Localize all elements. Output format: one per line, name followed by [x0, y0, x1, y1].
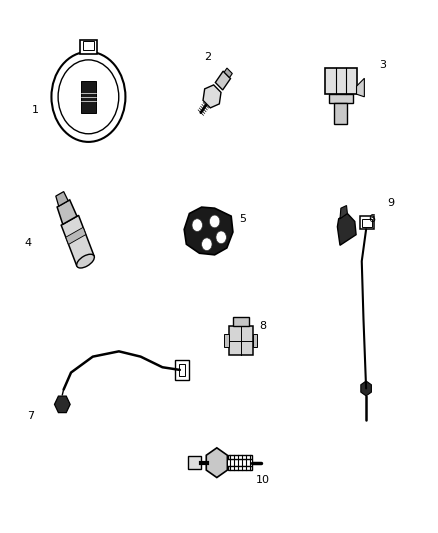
FancyBboxPatch shape: [233, 317, 249, 326]
Text: 9: 9: [387, 198, 395, 208]
FancyBboxPatch shape: [224, 334, 229, 347]
FancyBboxPatch shape: [229, 326, 253, 356]
Text: 7: 7: [28, 411, 35, 421]
Text: 3: 3: [379, 60, 386, 70]
FancyBboxPatch shape: [329, 94, 353, 103]
Polygon shape: [203, 85, 221, 108]
Polygon shape: [357, 78, 364, 97]
Polygon shape: [54, 396, 70, 413]
Text: 10: 10: [255, 475, 269, 484]
Polygon shape: [206, 448, 227, 478]
FancyBboxPatch shape: [360, 216, 374, 229]
Polygon shape: [224, 68, 232, 78]
FancyBboxPatch shape: [325, 68, 357, 94]
Polygon shape: [340, 206, 347, 219]
FancyBboxPatch shape: [253, 334, 257, 347]
Polygon shape: [215, 71, 230, 90]
Circle shape: [209, 215, 220, 228]
Circle shape: [192, 219, 202, 231]
Polygon shape: [57, 200, 77, 224]
Polygon shape: [184, 207, 233, 255]
Polygon shape: [61, 215, 94, 266]
FancyBboxPatch shape: [334, 103, 347, 124]
FancyBboxPatch shape: [187, 456, 201, 469]
Polygon shape: [361, 381, 371, 396]
FancyBboxPatch shape: [80, 39, 97, 54]
Polygon shape: [337, 214, 356, 245]
Ellipse shape: [77, 254, 94, 268]
Text: 5: 5: [240, 214, 247, 224]
Text: 2: 2: [205, 52, 212, 62]
Text: 1: 1: [32, 105, 39, 115]
Text: 8: 8: [259, 321, 266, 331]
Circle shape: [201, 238, 212, 251]
Text: 4: 4: [25, 238, 32, 248]
Polygon shape: [66, 228, 86, 245]
Text: 6: 6: [369, 214, 376, 224]
FancyBboxPatch shape: [81, 81, 96, 113]
Circle shape: [216, 231, 226, 244]
Polygon shape: [56, 191, 68, 206]
FancyBboxPatch shape: [176, 360, 189, 381]
